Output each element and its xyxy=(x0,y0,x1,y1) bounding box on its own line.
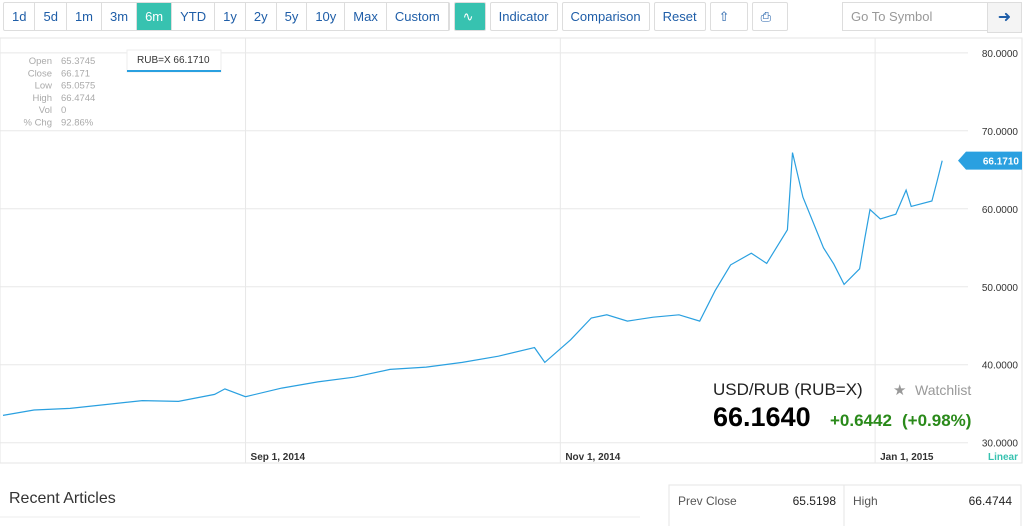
y-tick-label: 60.0000 xyxy=(982,205,1019,216)
stat-value: 65.5198 xyxy=(793,494,837,508)
ohlc-label: Vol xyxy=(39,105,52,116)
ohlc-value: 65.3745 xyxy=(61,56,95,67)
ohlc-label: % Chg xyxy=(23,118,52,129)
plot-frame xyxy=(0,37,1023,464)
indicator-button[interactable]: Indicator xyxy=(489,2,558,31)
reset-button[interactable]: Reset xyxy=(653,2,706,31)
legend-tag: RUB=X 66.1710 xyxy=(137,55,210,66)
quote-name: USD/RUB (RUB=X) xyxy=(713,380,863,399)
quote-change-pct: (+0.98%) xyxy=(902,411,971,430)
range-button[interactable]: 6m xyxy=(137,3,173,30)
y-tick-label: 40.0000 xyxy=(982,361,1019,372)
ohlc-label: High xyxy=(32,93,52,104)
ohlc-label: Low xyxy=(35,81,53,92)
price-line xyxy=(2,152,943,416)
quote-price: 66.1640 xyxy=(713,402,811,432)
range-button[interactable]: Max xyxy=(345,3,387,30)
stat-label: Prev Close xyxy=(678,494,737,508)
price-tag: 66.1710 xyxy=(983,157,1020,168)
ohlc-value: 65.0575 xyxy=(61,81,95,92)
ohlc-label: Open xyxy=(29,56,52,67)
stat-value: 66.4744 xyxy=(969,494,1013,508)
comparison-button[interactable]: Comparison xyxy=(561,2,650,31)
range-button[interactable]: YTD xyxy=(172,3,216,30)
search-box[interactable]: Go To Symbol xyxy=(842,2,995,31)
price-tag-bg xyxy=(958,151,1022,170)
ohlc-value: 92.86% xyxy=(61,118,94,129)
range-button[interactable]: 3m xyxy=(102,3,138,30)
watchlist: Watchlist xyxy=(915,382,971,398)
scale-mode: Linear xyxy=(988,452,1018,463)
ohlc-label: Close xyxy=(28,68,52,79)
quote-change: +0.6442 xyxy=(830,411,892,430)
x-tick-label: Jan 1, 2015 xyxy=(880,452,934,463)
range-button[interactable]: 5y xyxy=(277,3,308,30)
watchlist-star: ★ xyxy=(893,382,906,399)
ohlc-value: 0 xyxy=(61,105,66,116)
range-button[interactable]: 1m xyxy=(67,3,102,30)
y-tick-label: 50.0000 xyxy=(982,283,1019,294)
articles-title: Recent Articles xyxy=(9,490,116,507)
search-go[interactable]: ➜ xyxy=(987,2,1022,33)
range-button[interactable]: 1y xyxy=(215,3,246,30)
range-button[interactable]: 5d xyxy=(35,3,67,30)
range-button[interactable]: 1d xyxy=(4,3,36,30)
range-button[interactable]: 2y xyxy=(246,3,277,30)
range-button[interactable]: Custom xyxy=(387,3,449,30)
ohlc-value: 66.4744 xyxy=(61,93,95,104)
share-button[interactable]: ⇧ xyxy=(709,2,748,31)
chart-type-button[interactable]: ∿ xyxy=(453,2,486,31)
stats-box xyxy=(668,484,1022,526)
toolbar: 1d 5d 1m 3m 6m YTD 1y 2y 5y 10y Max Custom ∿ Indicato… xyxy=(3,2,788,31)
x-tick-label: Nov 1, 2014 xyxy=(565,452,620,463)
y-tick-label: 30.0000 xyxy=(982,439,1019,450)
y-tick-label: 70.0000 xyxy=(982,127,1019,138)
y-tick-label: 80.0000 xyxy=(982,49,1019,60)
range-button[interactable]: 10y xyxy=(307,3,346,30)
print-button[interactable]: ⎙ xyxy=(751,2,788,31)
ohlc-value: 66.171 xyxy=(61,68,90,79)
range-group: 1d 5d 1m 3m 6m YTD 1y 2y 5y 10y Max Custom xyxy=(3,2,450,31)
stat-label: High xyxy=(853,494,878,508)
x-tick-label: Sep 1, 2014 xyxy=(251,452,306,463)
